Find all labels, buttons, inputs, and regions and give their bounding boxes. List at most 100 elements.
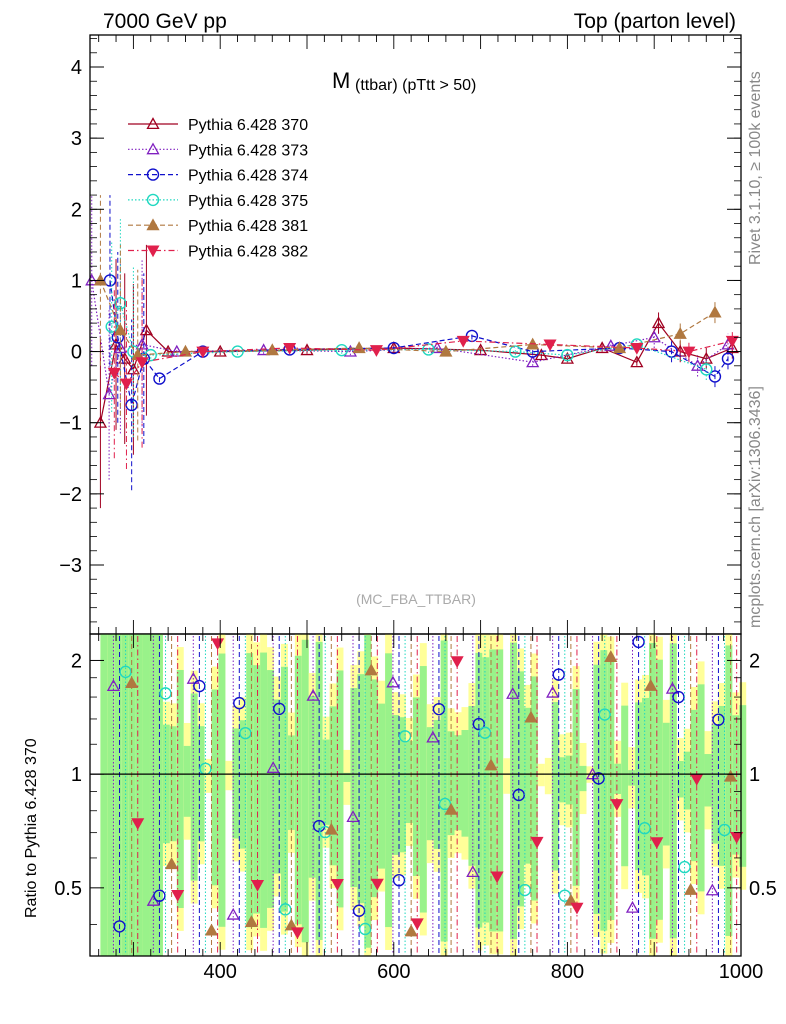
ratio-point [530, 836, 544, 849]
band-green [433, 719, 441, 849]
legend-marker [146, 245, 160, 258]
band-green [725, 645, 733, 936]
ratio-point [106, 679, 121, 692]
band-yellow [544, 757, 552, 795]
ratio-point [171, 890, 185, 902]
ratio-y-tick-label-right: 0.5 [749, 878, 777, 900]
band-green [628, 770, 636, 786]
data-point [708, 305, 722, 318]
ratio-point [570, 902, 584, 915]
data-point [682, 346, 696, 359]
legend-marker [146, 117, 160, 130]
band-green [648, 642, 656, 939]
band-green [135, 634, 143, 956]
ratio-point [233, 696, 246, 710]
band-green [426, 727, 434, 841]
ratio-y-tick-label: 2 [71, 650, 82, 672]
data-point [430, 341, 444, 354]
ratio-point [273, 702, 286, 716]
legend-marker [146, 193, 160, 207]
ratio-point [472, 717, 486, 731]
data-point [85, 273, 99, 286]
ratio-point [466, 865, 480, 878]
ratio-point [546, 685, 560, 698]
data-point [153, 372, 166, 385]
band-green [579, 765, 587, 792]
ratio-point [625, 900, 640, 913]
legend-label: Pythia 6.428 374 [188, 168, 308, 185]
series-5 [107, 276, 739, 469]
data-point [135, 357, 149, 369]
ratio-point [279, 903, 292, 916]
band-green [100, 634, 108, 956]
data-point [630, 355, 644, 368]
band-green [412, 697, 420, 876]
header-left: 7000 GeV pp [103, 10, 227, 33]
band-green [614, 763, 622, 794]
legend-label: Pythia 6.428 381 [188, 218, 308, 235]
band-green [392, 715, 400, 855]
ratio-point [306, 688, 320, 701]
data-point [439, 344, 453, 357]
band-green [489, 649, 497, 932]
data-point [725, 335, 739, 348]
y-tick-label: 2 [71, 199, 82, 221]
ratio-point [204, 923, 219, 936]
data-point [283, 343, 297, 355]
ratio-point [266, 761, 280, 773]
main-plot-area [85, 195, 739, 509]
ratio-point [324, 822, 338, 835]
ratio-point [632, 635, 645, 649]
ratio-point [404, 924, 418, 937]
band-green [107, 634, 115, 956]
ratio-point [506, 687, 520, 699]
ratio-series-5 [131, 636, 744, 954]
band-green [378, 703, 386, 869]
band-green [239, 720, 247, 849]
band-green [232, 728, 240, 839]
data-point [708, 370, 722, 383]
band-green [405, 740, 413, 824]
band-green [350, 688, 358, 888]
band-green [454, 735, 462, 831]
data-point [119, 378, 133, 391]
ratio-point [524, 710, 538, 723]
ratio-point [364, 663, 378, 676]
data-point [526, 355, 540, 368]
legend-marker [146, 142, 160, 155]
ratio-point [512, 788, 525, 802]
band-green [635, 702, 643, 871]
band-green [510, 642, 518, 940]
main-panel: −3 −2 −1 0 1 2 3 4 M (ttbar) (pTtt > 50) (MC_FB… [59, 34, 742, 635]
band-green [364, 634, 372, 948]
series-line-2 [109, 280, 729, 406]
band-green [128, 634, 136, 956]
ratio-point [723, 769, 738, 782]
band-green [711, 724, 719, 844]
band-green [162, 724, 170, 844]
data-point [456, 335, 470, 348]
data-point [700, 363, 713, 376]
ratio-point [638, 822, 651, 835]
band-green [419, 666, 427, 913]
ratio-point [444, 802, 458, 815]
band-green [301, 639, 309, 943]
ratio-point [346, 810, 360, 823]
ratio-point [244, 915, 259, 928]
data-point [369, 345, 383, 357]
legend-label: Pythia 6.428 373 [188, 142, 308, 159]
rivet-label: Rivet 3.1.10, ≥ 100k events [747, 71, 764, 265]
mcplots-label: mcplots.cern.ch [arXiv:1306.3436] [747, 386, 764, 628]
band-green [440, 640, 448, 942]
band-yellow [204, 758, 212, 793]
data-point [473, 343, 488, 356]
ratio-point [478, 726, 492, 739]
band-green [329, 706, 337, 866]
data-point [93, 273, 108, 286]
ratio-ylabel: Ratio to Pythia 6.428 370 [23, 738, 40, 918]
legend-marker [146, 168, 160, 181]
band-green [253, 665, 261, 914]
ratio-point [684, 882, 698, 895]
ratio-point [712, 713, 725, 726]
band-green [697, 684, 705, 892]
